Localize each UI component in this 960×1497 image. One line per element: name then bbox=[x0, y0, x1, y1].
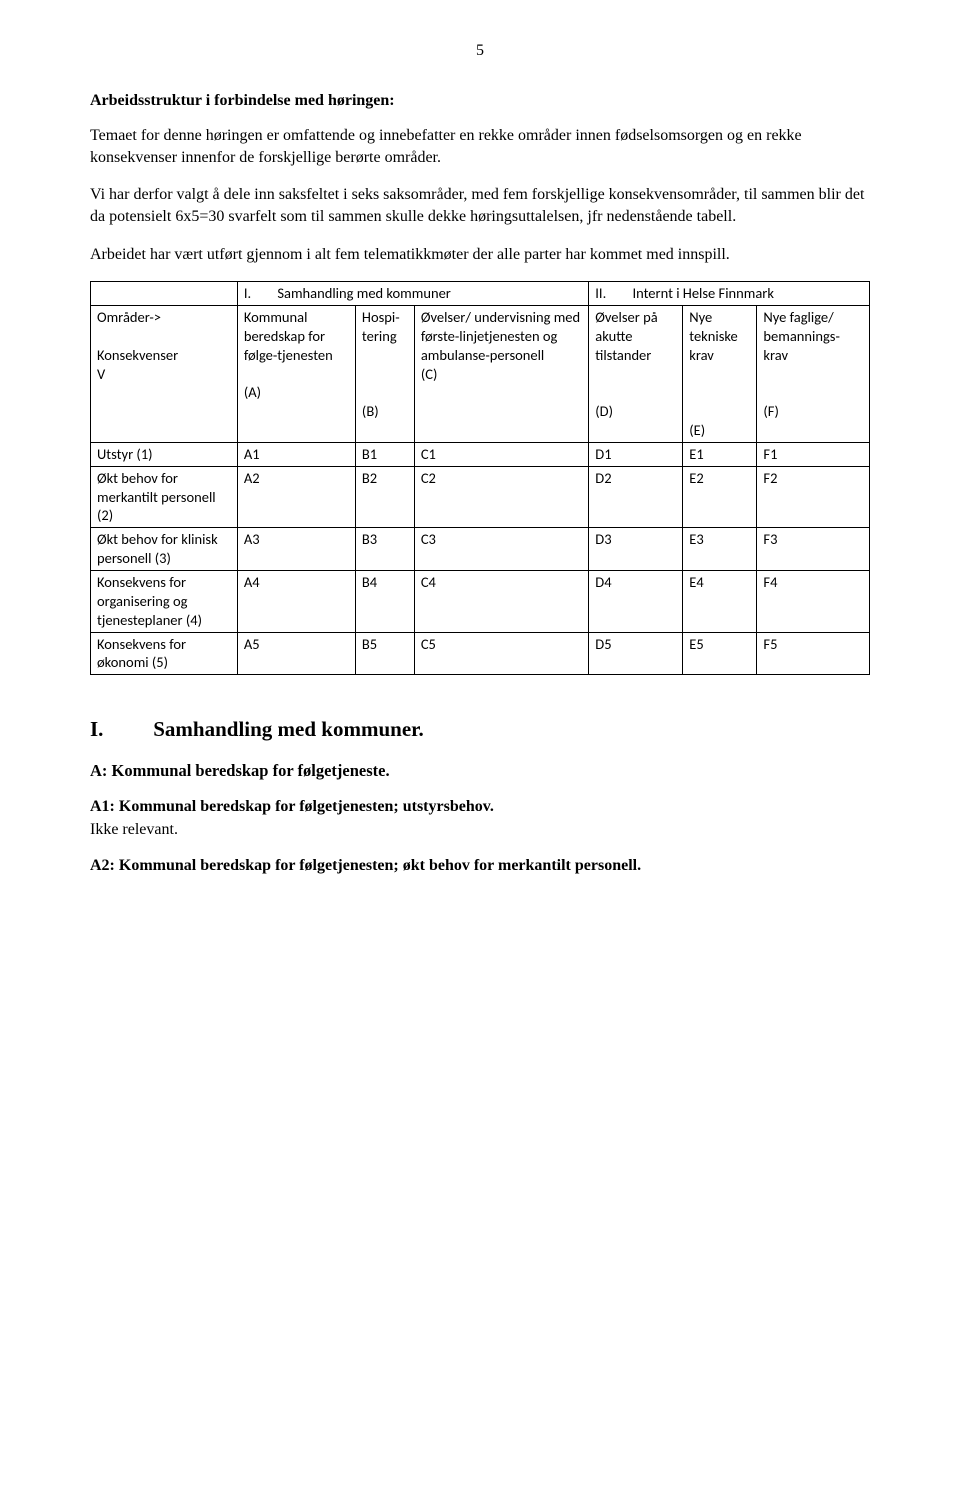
cell: E4 bbox=[683, 570, 757, 632]
cell: A4 bbox=[237, 570, 355, 632]
cell-col-b: Hospi-tering (B) bbox=[355, 306, 414, 443]
table-row: Konsekvens for organisering og tjenestep… bbox=[91, 570, 870, 632]
table-header-row-1: I. Samhandling med kommuner II. Internt … bbox=[91, 282, 870, 306]
cell: D2 bbox=[589, 466, 683, 528]
cell-group-samhandling: I. Samhandling med kommuner bbox=[237, 282, 588, 306]
paragraph-3: Arbeidet har vært utført gjennom i alt f… bbox=[90, 244, 870, 266]
paragraph-1: Temaet for denne høringen er omfattende … bbox=[90, 125, 870, 168]
table-row: Konsekvens for økonomi (5) A5 B5 C5 D5 E… bbox=[91, 632, 870, 675]
cell: E5 bbox=[683, 632, 757, 675]
cell-col-e: Nye tekniske krav (E) bbox=[683, 306, 757, 443]
row-label: Konsekvens for organisering og tjenestep… bbox=[91, 570, 238, 632]
section-A1-text: Ikke relevant. bbox=[90, 819, 870, 841]
cell-col-f: Nye faglige/ bemannings-krav (F) bbox=[757, 306, 870, 443]
row-label: Økt behov for klinisk personell (3) bbox=[91, 528, 238, 571]
cell: B2 bbox=[355, 466, 414, 528]
cell: A2 bbox=[237, 466, 355, 528]
cell: B5 bbox=[355, 632, 414, 675]
row-label: Utstyr (1) bbox=[91, 442, 238, 466]
section-A2-heading: A2: Kommunal beredskap for følgetjeneste… bbox=[90, 855, 870, 877]
cell: D1 bbox=[589, 442, 683, 466]
matrix-table: I. Samhandling med kommuner II. Internt … bbox=[90, 281, 870, 675]
cell: C4 bbox=[414, 570, 588, 632]
cell-row-header-labels: Områder-> Konsekvenser V bbox=[91, 306, 238, 443]
page-number: 5 bbox=[90, 40, 870, 62]
cell: A5 bbox=[237, 632, 355, 675]
cell: E3 bbox=[683, 528, 757, 571]
cell: B1 bbox=[355, 442, 414, 466]
heading-arbeidsstruktur: Arbeidsstruktur i forbindelse med høring… bbox=[90, 90, 870, 112]
cell: E2 bbox=[683, 466, 757, 528]
section-I-title: Samhandling med kommuner. bbox=[153, 717, 424, 741]
cell: F3 bbox=[757, 528, 870, 571]
table-row: Økt behov for merkantilt personell (2) A… bbox=[91, 466, 870, 528]
cell: C1 bbox=[414, 442, 588, 466]
cell: D5 bbox=[589, 632, 683, 675]
cell: C3 bbox=[414, 528, 588, 571]
table-row: Utstyr (1) A1 B1 C1 D1 E1 F1 bbox=[91, 442, 870, 466]
table-row: Økt behov for klinisk personell (3) A3 B… bbox=[91, 528, 870, 571]
cell: B4 bbox=[355, 570, 414, 632]
cell: F4 bbox=[757, 570, 870, 632]
section-I-heading: I. Samhandling med kommuner. bbox=[90, 715, 870, 743]
section-I-number: I. bbox=[90, 715, 148, 743]
cell: F5 bbox=[757, 632, 870, 675]
cell-group-internt: II. Internt i Helse Finnmark bbox=[589, 282, 870, 306]
cell: D4 bbox=[589, 570, 683, 632]
cell-col-d: Øvelser på akutte tilstander (D) bbox=[589, 306, 683, 443]
cell: A3 bbox=[237, 528, 355, 571]
cell: C2 bbox=[414, 466, 588, 528]
section-A-heading: A: Kommunal beredskap for følgetjeneste. bbox=[90, 760, 870, 782]
paragraph-2: Vi har derfor valgt å dele inn saksfelte… bbox=[90, 184, 870, 227]
cell-col-c: Øvelser/ undervisning med første-linjetj… bbox=[414, 306, 588, 443]
row-label: Økt behov for merkantilt personell (2) bbox=[91, 466, 238, 528]
cell: B3 bbox=[355, 528, 414, 571]
cell: A1 bbox=[237, 442, 355, 466]
cell-col-a: Kommunal beredskap for følge-tjenesten (… bbox=[237, 306, 355, 443]
cell: F2 bbox=[757, 466, 870, 528]
cell: C5 bbox=[414, 632, 588, 675]
row-label: Konsekvens for økonomi (5) bbox=[91, 632, 238, 675]
table-header-row-2: Områder-> Konsekvenser V Kommunal bereds… bbox=[91, 306, 870, 443]
cell: F1 bbox=[757, 442, 870, 466]
cell: E1 bbox=[683, 442, 757, 466]
cell-blank bbox=[91, 282, 238, 306]
section-A1-heading: A1: Kommunal beredskap for følgetjeneste… bbox=[90, 796, 870, 818]
cell: D3 bbox=[589, 528, 683, 571]
